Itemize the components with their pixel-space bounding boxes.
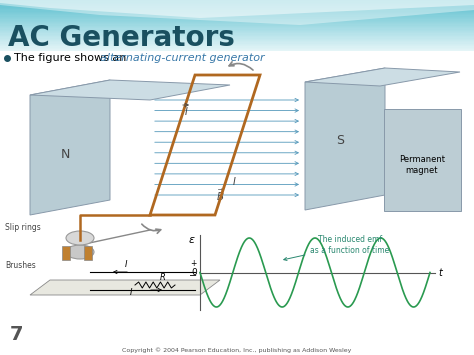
Ellipse shape — [66, 245, 94, 259]
Bar — [0, 50, 474, 51]
Bar — [0, 44, 474, 45]
Polygon shape — [305, 68, 385, 210]
Polygon shape — [30, 280, 220, 295]
Bar — [0, 26, 474, 27]
Text: 7: 7 — [10, 326, 24, 344]
Bar — [0, 43, 474, 44]
Bar — [0, 41, 474, 43]
Text: AC Generators: AC Generators — [8, 24, 235, 52]
Bar — [0, 19, 474, 21]
Text: R: R — [160, 273, 166, 282]
Bar — [0, 36, 474, 37]
Text: t: t — [438, 268, 442, 278]
Bar — [84, 246, 92, 260]
Bar — [0, 9, 474, 10]
Polygon shape — [30, 80, 230, 100]
Text: −: − — [189, 272, 197, 282]
Polygon shape — [305, 68, 460, 86]
Bar — [0, 24, 474, 26]
Text: The figure shows an: The figure shows an — [14, 53, 130, 63]
Bar — [0, 17, 474, 18]
Bar — [0, 21, 474, 22]
Polygon shape — [0, 0, 474, 25]
Bar — [0, 45, 474, 46]
Text: S: S — [336, 133, 344, 147]
Bar — [0, 49, 474, 50]
Bar — [0, 5, 474, 6]
Bar — [0, 8, 474, 9]
Bar — [0, 50, 474, 355]
Text: ε: ε — [189, 235, 195, 245]
Bar — [0, 1, 474, 2]
Bar — [0, 13, 474, 14]
Bar — [0, 23, 474, 24]
Bar — [0, 18, 474, 19]
Bar — [0, 0, 474, 1]
Bar — [0, 12, 474, 13]
FancyBboxPatch shape — [384, 109, 461, 211]
Bar — [0, 33, 474, 35]
Text: $\vec{B}$: $\vec{B}$ — [216, 187, 224, 203]
Text: I: I — [233, 177, 236, 187]
Bar — [0, 6, 474, 8]
Polygon shape — [0, 0, 474, 18]
Bar — [0, 39, 474, 40]
Bar — [0, 46, 474, 48]
Text: +: + — [191, 258, 197, 268]
Bar — [0, 48, 474, 49]
Bar — [0, 27, 474, 28]
Bar — [0, 40, 474, 41]
Bar — [0, 4, 474, 5]
Bar — [0, 15, 474, 17]
Bar — [62, 246, 70, 260]
Text: I: I — [125, 260, 128, 269]
Bar — [0, 10, 474, 12]
Text: Brushes: Brushes — [5, 261, 36, 269]
Polygon shape — [30, 80, 110, 215]
Bar — [0, 28, 474, 29]
Text: 0: 0 — [191, 268, 197, 277]
Bar — [0, 2, 474, 4]
Text: N: N — [60, 148, 70, 162]
Bar — [0, 22, 474, 23]
Text: Slip rings: Slip rings — [5, 224, 41, 233]
Bar — [0, 14, 474, 15]
Text: I: I — [185, 107, 188, 117]
Bar — [0, 32, 474, 33]
Bar — [0, 35, 474, 36]
Text: The induced emf
as a function of time: The induced emf as a function of time — [284, 235, 390, 261]
Bar — [0, 29, 474, 31]
Text: alternating-current generator: alternating-current generator — [100, 53, 264, 63]
Bar — [0, 31, 474, 32]
Text: I: I — [130, 288, 133, 297]
Ellipse shape — [66, 231, 94, 245]
Bar — [0, 37, 474, 39]
Text: Copyright © 2004 Pearson Education, Inc., publishing as Addison Wesley: Copyright © 2004 Pearson Education, Inc.… — [122, 347, 352, 353]
Text: Permanent
magnet: Permanent magnet — [399, 154, 445, 175]
